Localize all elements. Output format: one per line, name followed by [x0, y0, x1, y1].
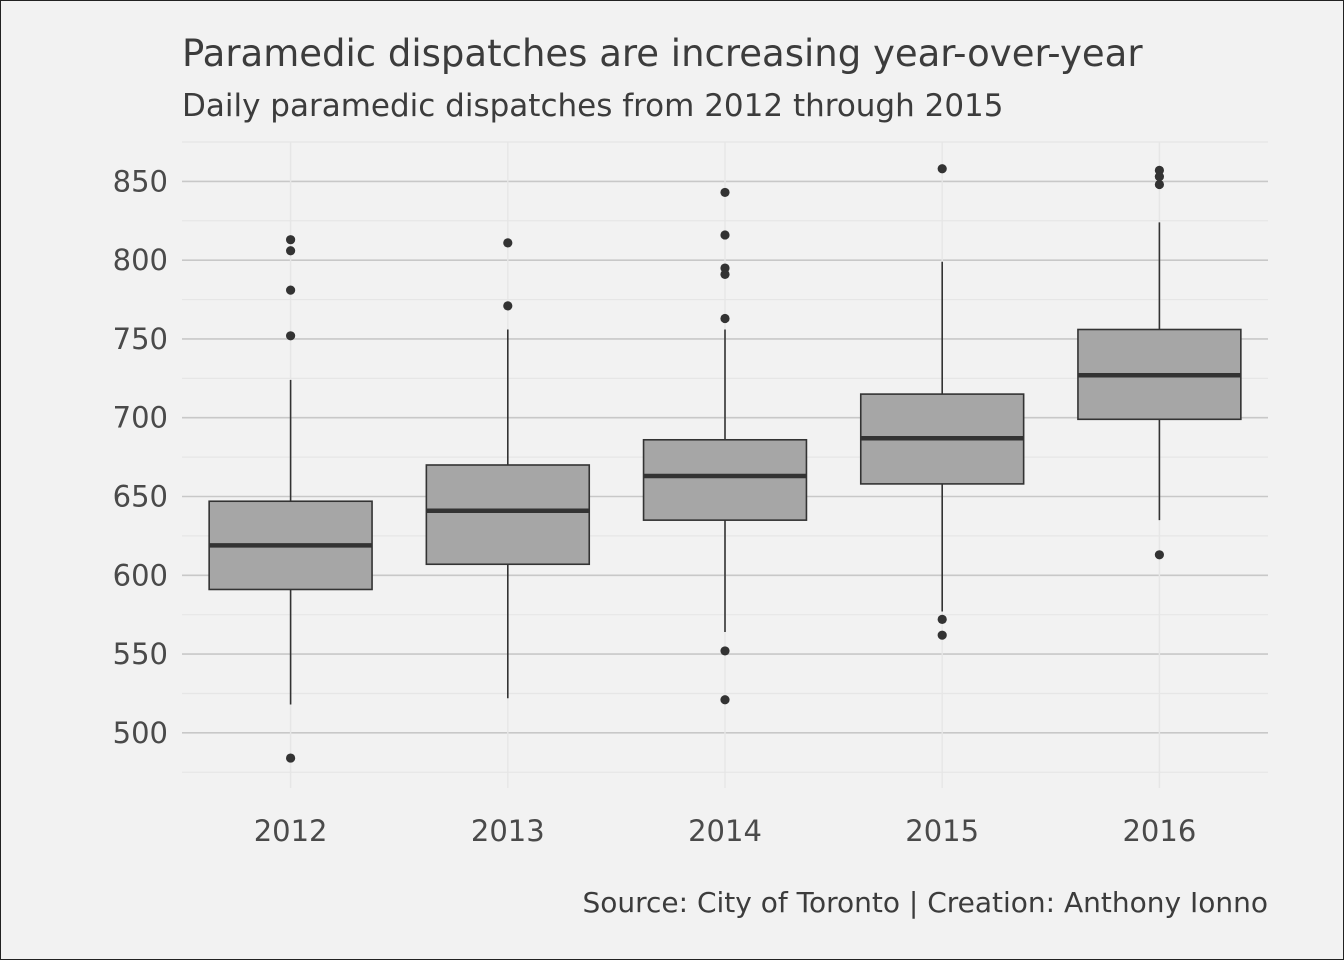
x-tick-label: 2015 — [905, 814, 979, 848]
y-tick-label: 750 — [113, 322, 168, 356]
y-tick-label: 550 — [113, 637, 168, 671]
outlier-point — [286, 235, 296, 245]
x-tick-label: 2016 — [1122, 814, 1196, 848]
box-layer — [208, 164, 1242, 763]
outlier-point — [286, 285, 296, 295]
iqr-box — [425, 464, 591, 566]
chart-caption: Source: City of Toronto | Creation: Anth… — [582, 886, 1268, 919]
box-2014 — [642, 187, 808, 705]
chart-title: Paramedic dispatches are increasing year… — [182, 32, 1143, 75]
iqr-box — [642, 438, 808, 521]
outlier-point — [720, 187, 730, 198]
box-2012 — [208, 235, 373, 763]
outlier-point — [286, 246, 296, 256]
outlier-point — [720, 646, 730, 656]
outlier-point — [720, 263, 730, 273]
axis-layer: 500 550 600 650 700 750 800 850 2012 2013 2014 2015… — [113, 164, 1197, 848]
outlier-point — [720, 230, 730, 240]
y-tick-label: 850 — [113, 164, 168, 198]
x-tick-label: 2012 — [254, 814, 328, 848]
outlier-point — [286, 331, 296, 341]
y-tick-label: 600 — [113, 558, 168, 592]
box-2013 — [425, 238, 591, 699]
x-tick-label: 2013 — [471, 814, 545, 848]
x-tick-label: 2014 — [688, 814, 762, 848]
y-tick-label: 500 — [113, 716, 168, 750]
box-2015 — [859, 164, 1025, 640]
y-tick-label: 800 — [113, 243, 168, 277]
outlier-point — [720, 313, 730, 324]
outlier-point — [503, 301, 513, 311]
outlier-point — [503, 238, 513, 248]
outlier-point — [720, 269, 730, 279]
outlier-point — [937, 630, 947, 640]
outlier-point — [937, 614, 947, 625]
chart-subtitle: Daily paramedic dispatches from 2012 thr… — [182, 88, 1004, 124]
y-tick-label: 650 — [113, 480, 168, 514]
y-tick-label: 700 — [113, 401, 168, 435]
outlier-point — [937, 164, 947, 174]
outlier-point — [720, 695, 730, 705]
outlier-point — [1154, 172, 1164, 182]
outlier-point — [1154, 165, 1164, 175]
box-2016 — [1077, 165, 1242, 560]
outlier-point — [1154, 550, 1164, 560]
outlier-point — [286, 753, 296, 763]
outlier-point — [1154, 179, 1164, 190]
